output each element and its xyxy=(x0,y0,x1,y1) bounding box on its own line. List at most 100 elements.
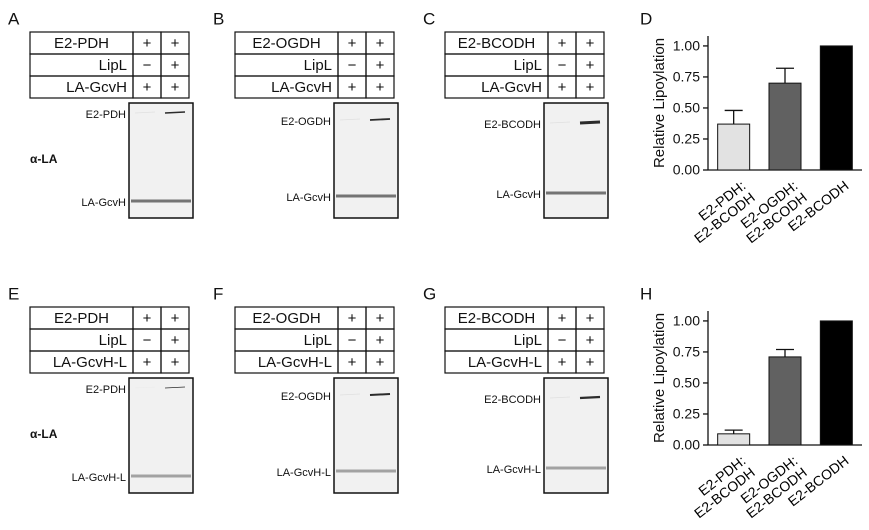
band-label: LA-GcvH xyxy=(496,189,541,201)
table-text: LipL xyxy=(514,57,542,74)
y-axis-label: Relative Lipoylation xyxy=(651,38,668,168)
bar xyxy=(769,83,801,170)
table-text: + xyxy=(558,310,567,327)
table-text: E2-OGDH xyxy=(252,310,320,327)
band xyxy=(165,112,185,113)
table-text: + xyxy=(171,57,180,74)
table-text: + xyxy=(348,354,357,371)
table-text: + xyxy=(376,310,385,327)
table-text: + xyxy=(558,354,567,371)
y-tick-label: 0.50 xyxy=(673,100,700,116)
band-label: E2-PDH xyxy=(86,109,126,121)
table-text: + xyxy=(586,332,595,349)
panel-letter: G xyxy=(423,284,436,303)
table-text: − xyxy=(143,332,152,349)
table-text: + xyxy=(376,57,385,74)
table-text: LipL xyxy=(514,332,542,349)
table-text: − xyxy=(558,332,567,349)
bar xyxy=(820,46,852,170)
table-text: + xyxy=(376,354,385,371)
antibody-label: α-LA xyxy=(30,427,58,441)
table-text: LipL xyxy=(304,332,332,349)
band-label: LA-GcvH xyxy=(81,197,126,209)
panel-letter: E xyxy=(8,284,19,303)
table-text: + xyxy=(171,79,180,96)
figure-canvas: AE2-PDH++LipL−+LA-GcvH++E2-PDHLA-GcvHα-L… xyxy=(0,0,869,530)
bar xyxy=(820,321,852,445)
table-text: E2-BCODH xyxy=(458,35,536,52)
table-text: E2-PDH xyxy=(54,310,109,327)
table-text: LipL xyxy=(99,57,127,74)
blot xyxy=(544,103,608,218)
table-text: + xyxy=(558,35,567,52)
panel-letter: B xyxy=(213,9,224,28)
bar xyxy=(769,357,801,445)
table-text: + xyxy=(171,35,180,52)
table-text: + xyxy=(348,310,357,327)
table-text: LA-GcvH-L xyxy=(468,354,542,371)
band-label: E2-PDH xyxy=(86,384,126,396)
blot xyxy=(334,103,398,218)
table-text: + xyxy=(348,35,357,52)
table-text: + xyxy=(143,79,152,96)
band xyxy=(370,394,390,395)
panel-letter: F xyxy=(213,284,223,303)
y-tick-label: 0.00 xyxy=(673,162,700,178)
panel-letter: H xyxy=(640,284,652,303)
y-tick-label: 0.25 xyxy=(673,406,700,422)
table-text: E2-PDH xyxy=(54,35,109,52)
figure: AE2-PDH++LipL−+LA-GcvH++E2-PDHLA-GcvHα-L… xyxy=(0,0,869,530)
band-label: LA-GcvH-L xyxy=(72,472,126,484)
table-text: LA-GcvH xyxy=(271,79,332,96)
table-text: + xyxy=(586,79,595,96)
table-text: + xyxy=(376,35,385,52)
band-label: LA-GcvH-L xyxy=(277,467,331,479)
table-text: + xyxy=(348,79,357,96)
y-tick-label: 0.75 xyxy=(673,69,700,85)
band-label: E2-OGDH xyxy=(281,391,331,403)
table-text: + xyxy=(171,310,180,327)
table-text: E2-BCODH xyxy=(458,310,536,327)
band-label: LA-GcvH xyxy=(286,192,331,204)
panel-letter: C xyxy=(423,9,435,28)
table-text: − xyxy=(558,57,567,74)
band-label: LA-GcvH-L xyxy=(487,464,541,476)
band-label: E2-BCODH xyxy=(484,119,541,131)
y-tick-label: 0.00 xyxy=(673,437,700,453)
table-text: − xyxy=(348,332,357,349)
y-tick-label: 0.50 xyxy=(673,375,700,391)
y-tick-label: 1.00 xyxy=(673,313,700,329)
y-tick-label: 0.25 xyxy=(673,131,700,147)
table-text: − xyxy=(348,57,357,74)
table-text: LA-GcvH-L xyxy=(53,354,127,371)
table-text: LA-GcvH xyxy=(66,79,127,96)
blot xyxy=(334,378,398,493)
table-text: − xyxy=(143,57,152,74)
band xyxy=(580,397,600,398)
y-axis-label: Relative Lipoylation xyxy=(651,313,668,443)
table-text: LipL xyxy=(99,332,127,349)
band-label: E2-OGDH xyxy=(281,116,331,128)
table-text: + xyxy=(586,354,595,371)
table-text: LA-GcvH xyxy=(481,79,542,96)
blot xyxy=(544,378,608,493)
y-tick-label: 0.75 xyxy=(673,344,700,360)
panel-letter: A xyxy=(8,9,20,28)
y-tick-label: 1.00 xyxy=(673,38,700,54)
table-text: + xyxy=(143,35,152,52)
band xyxy=(580,122,600,123)
table-text: + xyxy=(586,35,595,52)
table-text: LA-GcvH-L xyxy=(258,354,332,371)
table-text: + xyxy=(171,354,180,371)
antibody-label: α-LA xyxy=(30,152,58,166)
panel-letter: D xyxy=(640,9,652,28)
bar xyxy=(718,434,750,445)
table-text: E2-OGDH xyxy=(252,35,320,52)
table-text: + xyxy=(586,310,595,327)
table-text: LipL xyxy=(304,57,332,74)
bar xyxy=(718,124,750,170)
table-text: + xyxy=(171,332,180,349)
table-text: + xyxy=(586,57,595,74)
table-text: + xyxy=(143,310,152,327)
table-text: + xyxy=(376,79,385,96)
